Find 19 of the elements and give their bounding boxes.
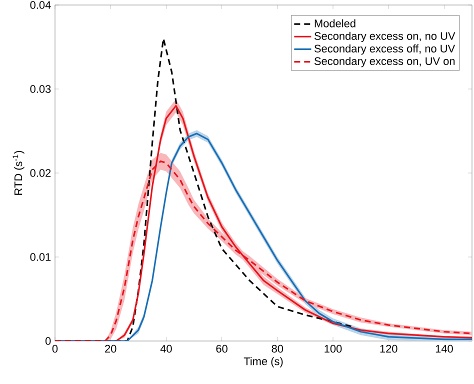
x-tick-label: 0 [52, 344, 58, 353]
x-tick-label: 60 [216, 344, 228, 353]
legend-label: Secondary excess off, no UV [314, 44, 456, 55]
x-tick-label: 40 [160, 344, 172, 353]
y-tick-label: 0.01 [30, 253, 51, 261]
y-tick-label: 0 [45, 337, 51, 345]
x-tick-label: 140 [436, 344, 453, 353]
x-tick-label: 100 [324, 344, 342, 353]
legend-label: Modeled [314, 19, 356, 28]
y-tick-label: 0.02 [30, 169, 51, 177]
legend-label: Secondary excess on, no UV [314, 32, 456, 42]
y-tick-label: 0.03 [30, 85, 51, 93]
x-axis-title: Time (s) [244, 357, 283, 368]
x-tick-label: 80 [272, 344, 284, 353]
y-axis-title: RTD (s$^{-1}$) [12, 150, 24, 195]
x-tick-label: 120 [380, 344, 398, 353]
x-tick-label: 20 [105, 344, 116, 353]
legend-label: Secondary excess on, UV on [314, 56, 455, 68]
y-tick-label: 0.04 [30, 1, 51, 9]
